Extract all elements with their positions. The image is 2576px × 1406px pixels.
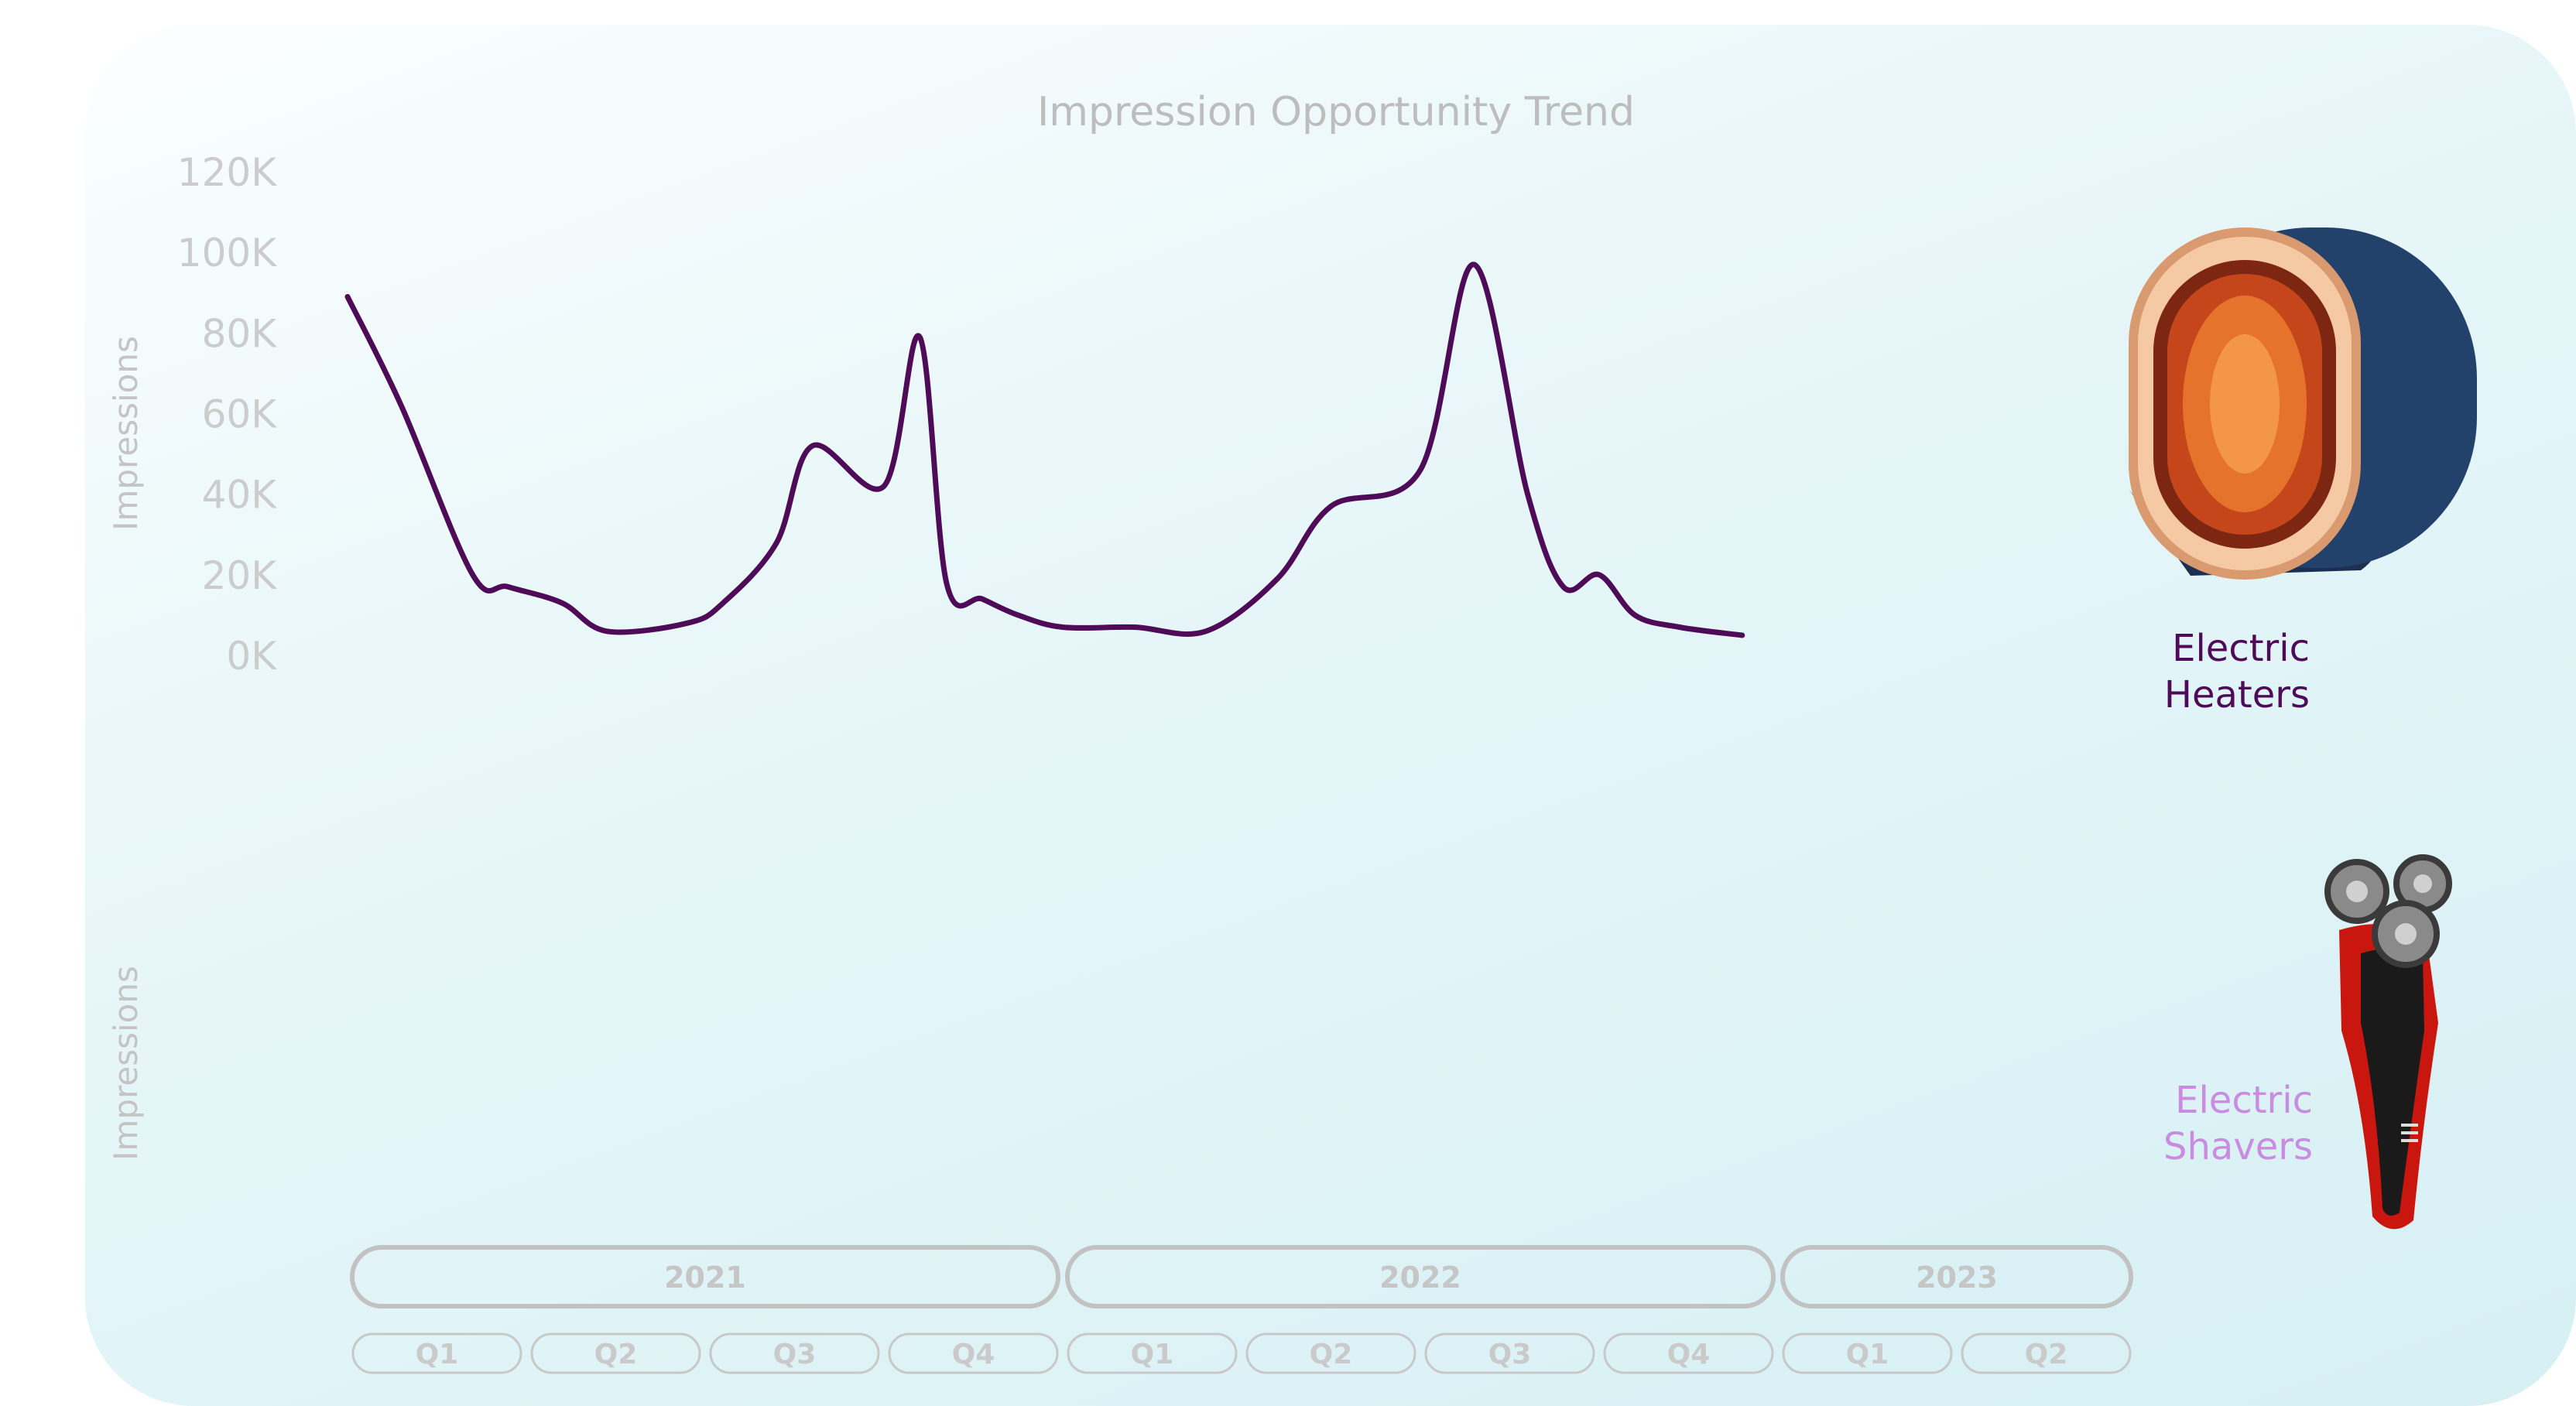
series-line-0 bbox=[344, 262, 1745, 638]
year-pill bbox=[1780, 1245, 2133, 1309]
quarter-label: Q2 bbox=[2025, 1339, 2068, 1370]
quarter-pill bbox=[1424, 1332, 1595, 1374]
series-label-shavers-line1: Electric bbox=[2175, 1079, 2313, 1122]
quarter-pill bbox=[1603, 1332, 1774, 1374]
year-pill bbox=[1065, 1245, 1776, 1309]
quarter-pill bbox=[1067, 1332, 1238, 1374]
chart-card: Impression Opportunity Trend 0K 20K 40K 60K… bbox=[85, 25, 2576, 1406]
chart-title: Impression Opportunity Trend bbox=[1037, 89, 1635, 135]
quarter-pill bbox=[1245, 1332, 1416, 1374]
quarter-pill bbox=[530, 1332, 701, 1374]
quarter-label: Q1 bbox=[1846, 1339, 1889, 1370]
quarter-label: Q3 bbox=[773, 1339, 817, 1370]
y-axis-title-bottom: Impressions bbox=[107, 966, 145, 1161]
quarter-pill bbox=[709, 1332, 880, 1374]
y-tick-label: 40K bbox=[202, 473, 278, 518]
y-tick-label: 0K bbox=[226, 634, 277, 679]
quarter-label: Q3 bbox=[1488, 1339, 1532, 1370]
y-tick-label: 20K bbox=[202, 553, 278, 598]
y-axis-ticks: 0K 20K 40K 60K 80K 100K 120K bbox=[177, 150, 277, 679]
y-tick-label: 100K bbox=[177, 231, 277, 275]
x-axis: 2021 Q1 Q2 Q3 Q4 2022 Q1 Q2 Q3 Q4 2023 Q1 Q2 bbox=[350, 1245, 2133, 1374]
quarter-label: Q1 bbox=[1131, 1339, 1174, 1370]
y-axis-title-top: Impressions bbox=[107, 336, 145, 531]
quarter-pill bbox=[1961, 1332, 2132, 1374]
electric-shaver-icon bbox=[2324, 854, 2452, 1230]
series-label-heaters-line1: Electric bbox=[2172, 627, 2310, 670]
quarter-label: Q4 bbox=[952, 1339, 995, 1370]
quarter-pill bbox=[351, 1332, 522, 1374]
quarter-label: Q2 bbox=[1310, 1339, 1353, 1370]
year-pill bbox=[350, 1245, 1060, 1309]
series-layer bbox=[344, 262, 1745, 638]
quarter-label: Q1 bbox=[416, 1339, 459, 1370]
trend-chart: Impression Opportunity Trend 0K 20K 40K 60K… bbox=[107, 89, 2477, 1374]
quarter-label: Q4 bbox=[1667, 1339, 1711, 1370]
series-label-heaters-line2: Heaters bbox=[2164, 673, 2310, 717]
y-tick-label: 120K bbox=[177, 150, 277, 195]
y-tick-label: 80K bbox=[202, 311, 278, 356]
year-label: 2023 bbox=[1916, 1261, 1998, 1295]
y-tick-label: 60K bbox=[202, 392, 278, 437]
series-label-shavers-line2: Shavers bbox=[2163, 1125, 2313, 1168]
quarter-label: Q2 bbox=[594, 1339, 638, 1370]
quarter-pill bbox=[888, 1332, 1059, 1374]
year-label: 2021 bbox=[664, 1261, 746, 1295]
year-label: 2022 bbox=[1379, 1261, 1461, 1295]
quarter-pill bbox=[1782, 1332, 1953, 1374]
electric-heater-icon bbox=[2129, 227, 2477, 580]
